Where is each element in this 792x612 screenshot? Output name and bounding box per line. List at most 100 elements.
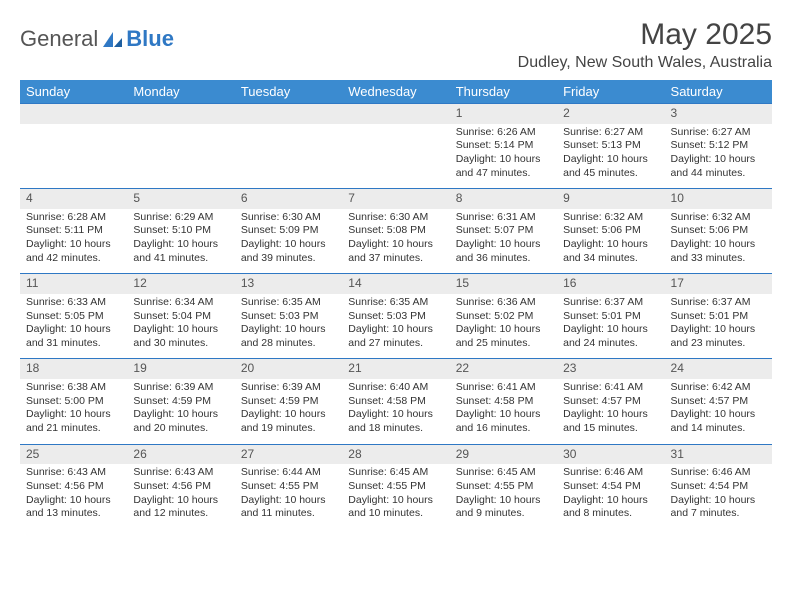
- logo-text-general: General: [20, 26, 98, 52]
- day-data-cell: Sunrise: 6:30 AMSunset: 5:09 PMDaylight:…: [235, 209, 342, 274]
- weekday-header: Thursday: [450, 80, 557, 104]
- daylight-line: Daylight: 10 hours and 28 minutes.: [241, 323, 336, 350]
- daylight-line: Daylight: 10 hours and 45 minutes.: [563, 153, 658, 180]
- day-number-cell: 4: [20, 189, 127, 209]
- day-data-cell: Sunrise: 6:46 AMSunset: 4:54 PMDaylight:…: [557, 464, 664, 529]
- daylight-line: Daylight: 10 hours and 16 minutes.: [456, 408, 551, 435]
- weekday-header: Friday: [557, 80, 664, 104]
- sunrise-line: Sunrise: 6:28 AM: [26, 211, 121, 225]
- sunrise-line: Sunrise: 6:36 AM: [456, 296, 551, 310]
- sunrise-line: Sunrise: 6:42 AM: [671, 381, 766, 395]
- logo-sail-icon: [102, 30, 124, 48]
- day-data-cell: Sunrise: 6:43 AMSunset: 4:56 PMDaylight:…: [20, 464, 127, 529]
- daylight-line: Daylight: 10 hours and 27 minutes.: [348, 323, 443, 350]
- sunset-line: Sunset: 4:55 PM: [241, 480, 336, 494]
- sunset-line: Sunset: 4:57 PM: [671, 395, 766, 409]
- sunset-line: Sunset: 5:14 PM: [456, 139, 551, 153]
- day-data-row: Sunrise: 6:28 AMSunset: 5:11 PMDaylight:…: [20, 209, 772, 274]
- daylight-line: Daylight: 10 hours and 47 minutes.: [456, 153, 551, 180]
- day-data-cell: Sunrise: 6:28 AMSunset: 5:11 PMDaylight:…: [20, 209, 127, 274]
- day-number-cell: 1: [450, 104, 557, 124]
- day-number-cell: 27: [235, 444, 342, 464]
- day-number-cell: [342, 104, 449, 124]
- sunrise-line: Sunrise: 6:26 AM: [456, 126, 551, 140]
- daylight-line: Daylight: 10 hours and 8 minutes.: [563, 494, 658, 521]
- sunrise-line: Sunrise: 6:35 AM: [348, 296, 443, 310]
- title-block: May 2025 Dudley, New South Wales, Austra…: [518, 18, 772, 72]
- daylight-line: Daylight: 10 hours and 31 minutes.: [26, 323, 121, 350]
- day-data-cell: [127, 124, 234, 189]
- daylight-line: Daylight: 10 hours and 24 minutes.: [563, 323, 658, 350]
- day-data-cell: Sunrise: 6:30 AMSunset: 5:08 PMDaylight:…: [342, 209, 449, 274]
- weekday-header-row: Sunday Monday Tuesday Wednesday Thursday…: [20, 80, 772, 104]
- sunset-line: Sunset: 5:05 PM: [26, 310, 121, 324]
- day-data-cell: Sunrise: 6:41 AMSunset: 4:58 PMDaylight:…: [450, 379, 557, 444]
- sunrise-line: Sunrise: 6:32 AM: [563, 211, 658, 225]
- sunset-line: Sunset: 4:56 PM: [26, 480, 121, 494]
- day-number-cell: 5: [127, 189, 234, 209]
- sunrise-line: Sunrise: 6:46 AM: [563, 466, 658, 480]
- sunrise-line: Sunrise: 6:31 AM: [456, 211, 551, 225]
- sunrise-line: Sunrise: 6:41 AM: [563, 381, 658, 395]
- day-number-cell: 15: [450, 274, 557, 294]
- month-title: May 2025: [518, 18, 772, 52]
- day-data-row: Sunrise: 6:38 AMSunset: 5:00 PM Daylight:…: [20, 379, 772, 444]
- day-number-cell: 14: [342, 274, 449, 294]
- daylight-line: Daylight: 10 hours and 30 minutes.: [133, 323, 228, 350]
- day-data-cell: Sunrise: 6:27 AMSunset: 5:12 PMDaylight:…: [665, 124, 772, 189]
- day-number-cell: 31: [665, 444, 772, 464]
- day-number-cell: 9: [557, 189, 664, 209]
- day-data-cell: Sunrise: 6:42 AMSunset: 4:57 PMDaylight:…: [665, 379, 772, 444]
- weekday-header: Wednesday: [342, 80, 449, 104]
- day-data-cell: Sunrise: 6:37 AMSunset: 5:01 PMDaylight:…: [665, 294, 772, 359]
- day-data-cell: Sunrise: 6:46 AMSunset: 4:54 PMDaylight:…: [665, 464, 772, 529]
- day-data-cell: Sunrise: 6:37 AMSunset: 5:01 PMDaylight:…: [557, 294, 664, 359]
- day-data-cell: Sunrise: 6:45 AMSunset: 4:55 PMDaylight:…: [342, 464, 449, 529]
- daylight-line: Daylight: 10 hours and 39 minutes.: [241, 238, 336, 265]
- logo: General Blue: [20, 18, 174, 52]
- sunrise-line: Sunrise: 6:39 AM: [241, 381, 336, 395]
- daylight-line: Daylight: 10 hours and 10 minutes.: [348, 494, 443, 521]
- sunset-line: Sunset: 5:12 PM: [671, 139, 766, 153]
- day-data-cell: [235, 124, 342, 189]
- day-number-cell: 19: [127, 359, 234, 379]
- day-number-row: 18192021222324: [20, 359, 772, 379]
- day-number-cell: 10: [665, 189, 772, 209]
- day-number-row: 45678910: [20, 189, 772, 209]
- sunrise-line: Sunrise: 6:44 AM: [241, 466, 336, 480]
- day-data-cell: Sunrise: 6:29 AMSunset: 5:10 PMDaylight:…: [127, 209, 234, 274]
- day-number-cell: [20, 104, 127, 124]
- sunset-line: Sunset: 5:01 PM: [671, 310, 766, 324]
- location: Dudley, New South Wales, Australia: [518, 54, 772, 72]
- sunset-line: Sunset: 5:06 PM: [563, 224, 658, 238]
- day-number-cell: 21: [342, 359, 449, 379]
- sunrise-line: Sunrise: 6:46 AM: [671, 466, 766, 480]
- day-number-cell: [127, 104, 234, 124]
- day-number-cell: 8: [450, 189, 557, 209]
- day-data-cell: Sunrise: 6:39 AMSunset: 4:59 PMDaylight:…: [235, 379, 342, 444]
- day-data-cell: Sunrise: 6:32 AMSunset: 5:06 PMDaylight:…: [665, 209, 772, 274]
- sunrise-line: Sunrise: 6:33 AM: [26, 296, 121, 310]
- sunrise-line: Sunrise: 6:38 AM: [26, 381, 121, 395]
- day-data-row: Sunrise: 6:33 AMSunset: 5:05 PMDaylight:…: [20, 294, 772, 359]
- day-data-cell: Sunrise: 6:44 AMSunset: 4:55 PMDaylight:…: [235, 464, 342, 529]
- day-number-cell: 24: [665, 359, 772, 379]
- sunrise-line: Sunrise: 6:34 AM: [133, 296, 228, 310]
- day-number-cell: 12: [127, 274, 234, 294]
- sunset-line: Sunset: 5:00 PM: [26, 395, 121, 409]
- sunset-line: Sunset: 5:10 PM: [133, 224, 228, 238]
- day-data-cell: Sunrise: 6:40 AMSunset: 4:58 PMDaylight:…: [342, 379, 449, 444]
- day-number-cell: 29: [450, 444, 557, 464]
- sunrise-line: Sunrise: 6:40 AM: [348, 381, 443, 395]
- header: General Blue May 2025 Dudley, New South …: [20, 18, 772, 72]
- sunset-line: Sunset: 4:54 PM: [563, 480, 658, 494]
- day-number-cell: 18: [20, 359, 127, 379]
- daylight-line: Daylight: 10 hours and 14 minutes.: [671, 408, 766, 435]
- day-data-row: Sunrise: 6:43 AMSunset: 4:56 PMDaylight:…: [20, 464, 772, 529]
- logo-text-blue: Blue: [126, 26, 174, 52]
- day-data-cell: Sunrise: 6:34 AMSunset: 5:04 PMDaylight:…: [127, 294, 234, 359]
- day-number-cell: 22: [450, 359, 557, 379]
- daylight-line: Daylight: 10 hours and 44 minutes.: [671, 153, 766, 180]
- daylight-line: Daylight: 10 hours and 42 minutes.: [26, 238, 121, 265]
- day-number-row: 123: [20, 104, 772, 124]
